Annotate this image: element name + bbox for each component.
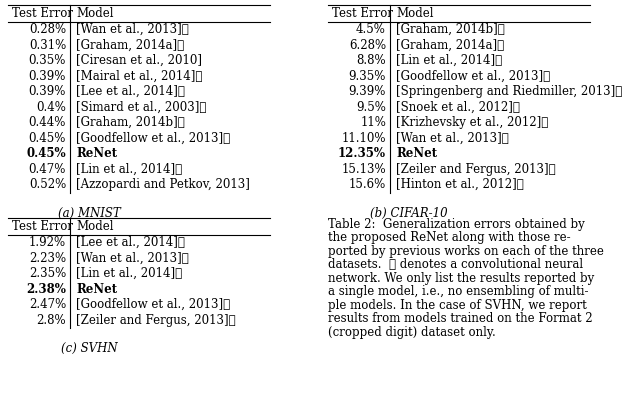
Text: [Wan et al., 2013]⋆: [Wan et al., 2013]⋆ — [76, 252, 189, 265]
Text: (a) MNIST: (a) MNIST — [58, 206, 120, 220]
Text: (cropped digit) dataset only.: (cropped digit) dataset only. — [328, 326, 496, 339]
Text: [Azzopardi and Petkov, 2013]: [Azzopardi and Petkov, 2013] — [76, 178, 250, 191]
Text: 11%: 11% — [360, 116, 386, 129]
Text: Table 2:  Generalization errors obtained by: Table 2: Generalization errors obtained … — [328, 218, 585, 231]
Text: 0.47%: 0.47% — [29, 163, 66, 176]
Text: [Mairal et al., 2014]⋆: [Mairal et al., 2014]⋆ — [76, 70, 202, 83]
Text: [Goodfellow et al., 2013]⋆: [Goodfellow et al., 2013]⋆ — [396, 70, 550, 83]
Text: [Snoek et al., 2012]⋆: [Snoek et al., 2012]⋆ — [396, 101, 520, 114]
Text: [Zeiler and Fergus, 2013]⋆: [Zeiler and Fergus, 2013]⋆ — [396, 163, 556, 176]
Text: [Goodfellow et al., 2013]⋆: [Goodfellow et al., 2013]⋆ — [76, 132, 230, 145]
Text: 0.52%: 0.52% — [29, 178, 66, 191]
Text: [Graham, 2014a]⋆: [Graham, 2014a]⋆ — [76, 39, 184, 52]
Text: [Simard et al., 2003]⋆: [Simard et al., 2003]⋆ — [76, 101, 206, 114]
Text: results from models trained on the Format 2: results from models trained on the Forma… — [328, 312, 593, 325]
Text: [Zeiler and Fergus, 2013]⋆: [Zeiler and Fergus, 2013]⋆ — [76, 314, 236, 327]
Text: [Lin et al., 2014]⋆: [Lin et al., 2014]⋆ — [76, 163, 182, 176]
Text: 15.13%: 15.13% — [341, 163, 386, 176]
Text: 12.35%: 12.35% — [338, 147, 386, 160]
Text: 4.5%: 4.5% — [356, 23, 386, 36]
Text: 0.45%: 0.45% — [29, 132, 66, 145]
Text: Test Error: Test Error — [332, 7, 393, 20]
Text: 0.39%: 0.39% — [29, 85, 66, 98]
Text: 1.92%: 1.92% — [29, 236, 66, 249]
Text: 9.5%: 9.5% — [356, 101, 386, 114]
Text: [Goodfellow et al., 2013]⋆: [Goodfellow et al., 2013]⋆ — [76, 298, 230, 311]
Text: [Lin et al., 2014]⋆: [Lin et al., 2014]⋆ — [76, 267, 182, 280]
Text: ReNet: ReNet — [76, 147, 117, 160]
Text: 6.28%: 6.28% — [349, 39, 386, 52]
Text: ple models. In the case of SVHN, we report: ple models. In the case of SVHN, we repo… — [328, 299, 587, 312]
Text: 15.6%: 15.6% — [349, 178, 386, 191]
Text: ReNet: ReNet — [76, 283, 117, 296]
Text: (b) CIFAR-10: (b) CIFAR-10 — [370, 206, 448, 220]
Text: Test Error: Test Error — [12, 7, 73, 20]
Text: [Krizhevsky et al., 2012]⋆: [Krizhevsky et al., 2012]⋆ — [396, 116, 548, 129]
Text: 11.10%: 11.10% — [342, 132, 386, 145]
Text: 9.39%: 9.39% — [349, 85, 386, 98]
Text: 0.44%: 0.44% — [29, 116, 66, 129]
Text: ReNet: ReNet — [396, 147, 437, 160]
Text: [Springenberg and Riedmiller, 2013]⋆: [Springenberg and Riedmiller, 2013]⋆ — [396, 85, 622, 98]
Text: 2.47%: 2.47% — [29, 298, 66, 311]
Text: [Wan et al., 2013]⋆: [Wan et al., 2013]⋆ — [76, 23, 189, 36]
Text: 8.8%: 8.8% — [356, 54, 386, 67]
Text: Model: Model — [396, 7, 433, 20]
Text: [Ciresan et al., 2010]: [Ciresan et al., 2010] — [76, 54, 202, 67]
Text: the proposed ReNet along with those re-: the proposed ReNet along with those re- — [328, 231, 571, 244]
Text: 0.28%: 0.28% — [29, 23, 66, 36]
Text: [Hinton et al., 2012]⋆: [Hinton et al., 2012]⋆ — [396, 178, 524, 191]
Text: Test Error: Test Error — [12, 220, 73, 233]
Text: 0.31%: 0.31% — [29, 39, 66, 52]
Text: [Graham, 2014a]⋆: [Graham, 2014a]⋆ — [396, 39, 504, 52]
Text: Model: Model — [76, 220, 113, 233]
Text: 0.45%: 0.45% — [26, 147, 66, 160]
Text: [Lin et al., 2014]⋆: [Lin et al., 2014]⋆ — [396, 54, 502, 67]
Text: [Wan et al., 2013]⋆: [Wan et al., 2013]⋆ — [396, 132, 509, 145]
Text: [Graham, 2014b]⋆: [Graham, 2014b]⋆ — [396, 23, 505, 36]
Text: 0.39%: 0.39% — [29, 70, 66, 83]
Text: [Lee et al., 2014]⋆: [Lee et al., 2014]⋆ — [76, 236, 185, 249]
Text: (c) SVHN: (c) SVHN — [61, 342, 117, 355]
Text: 2.23%: 2.23% — [29, 252, 66, 265]
Text: [Graham, 2014b]⋆: [Graham, 2014b]⋆ — [76, 116, 185, 129]
Text: Model: Model — [76, 7, 113, 20]
Text: datasets.  ⋆ denotes a convolutional neural: datasets. ⋆ denotes a convolutional neur… — [328, 259, 583, 272]
Text: ported by previous works on each of the three: ported by previous works on each of the … — [328, 245, 604, 258]
Text: 2.38%: 2.38% — [26, 283, 66, 296]
Text: network. We only list the results reported by: network. We only list the results report… — [328, 272, 595, 285]
Text: 2.35%: 2.35% — [29, 267, 66, 280]
Text: a single model, i.e., no ensembling of multi-: a single model, i.e., no ensembling of m… — [328, 285, 589, 299]
Text: 2.8%: 2.8% — [36, 314, 66, 327]
Text: 0.4%: 0.4% — [36, 101, 66, 114]
Text: [Lee et al., 2014]⋆: [Lee et al., 2014]⋆ — [76, 85, 185, 98]
Text: 9.35%: 9.35% — [349, 70, 386, 83]
Text: 0.35%: 0.35% — [29, 54, 66, 67]
